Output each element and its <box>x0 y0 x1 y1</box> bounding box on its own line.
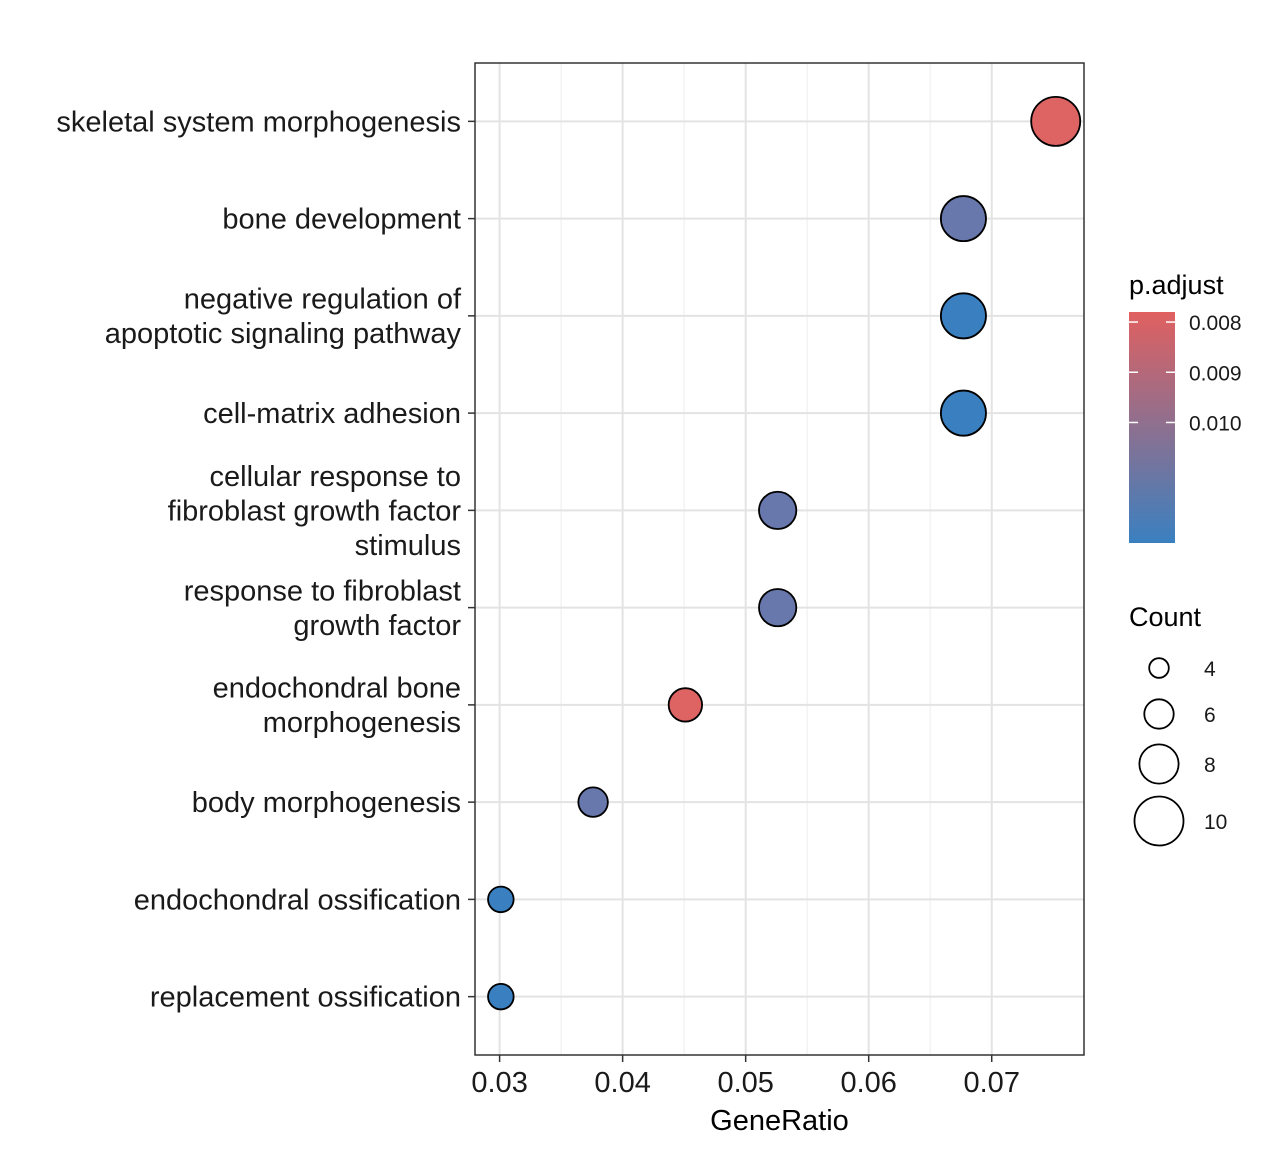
y-tick-label: response to fibroblast growth factor <box>184 575 462 642</box>
colorbar-ticks: 0.008 0.009 0.010 <box>1129 312 1242 435</box>
legend-count-label: 4 <box>1204 658 1216 681</box>
y-tick-label: cell-matrix adhesion <box>203 398 461 430</box>
data-point <box>667 687 703 723</box>
data-point <box>487 982 515 1011</box>
legend-count-circle <box>1148 657 1170 679</box>
data-point <box>1030 95 1082 147</box>
legend-count-label: 8 <box>1204 754 1216 777</box>
y-tick-label: negative regulation of apoptotic signalin… <box>105 284 462 351</box>
legend-count-title: Count <box>1129 602 1202 632</box>
data-point <box>939 389 987 437</box>
data-point <box>577 786 609 818</box>
data-point <box>758 490 798 530</box>
plot-panel-border <box>474 62 1085 1056</box>
data-point <box>758 588 798 628</box>
legend-count-label: 10 <box>1204 811 1227 834</box>
grid-lines <box>475 63 1084 1055</box>
y-tick-label: endochondral ossification <box>134 884 461 916</box>
y-tick-label: body morphogenesis <box>192 787 461 819</box>
colorbar-tick-label: 0.009 <box>1189 362 1242 385</box>
legend-p-adjust-title: p.adjust <box>1129 270 1224 300</box>
legend-count-entries: 4 6 8 10 <box>1133 657 1227 847</box>
legend-count-circle <box>1138 743 1180 785</box>
data-point <box>487 885 515 914</box>
colorbar-tick-label: 0.010 <box>1189 412 1242 435</box>
data-points <box>487 95 1082 1011</box>
x-tick-label: 0.05 <box>717 1067 773 1099</box>
y-tick-label: bone development <box>222 204 461 236</box>
y-tick-label: cellular response to fibroblast growth fa… <box>168 461 462 562</box>
y-tick-label: skeletal system morphogenesis <box>56 106 461 138</box>
x-axis-title: GeneRatio <box>710 1105 849 1137</box>
y-tick-label: replacement ossification <box>150 982 461 1014</box>
x-tick-label: 0.04 <box>594 1067 650 1099</box>
data-point <box>939 195 987 243</box>
legend-count-circle <box>1133 795 1185 847</box>
legend-count-circle <box>1143 698 1175 730</box>
x-axis: 0.03 0.04 0.05 0.06 0.07 <box>471 1055 1020 1099</box>
x-tick-label: 0.03 <box>471 1067 527 1099</box>
legend-p-adjust: p.adjust 0.008 0.009 0.010 <box>1129 270 1242 543</box>
data-point <box>939 292 987 340</box>
y-axis: skeletal system morphogenesis bone develo… <box>56 106 475 1014</box>
x-tick-label: 0.07 <box>964 1067 1020 1099</box>
y-tick-label: endochondral bone morphogenesis <box>213 673 461 740</box>
legend-count: Count 4 6 8 10 <box>1129 602 1227 847</box>
colorbar-tick-label: 0.008 <box>1189 312 1242 335</box>
x-tick-label: 0.06 <box>840 1067 896 1099</box>
colorbar <box>1129 312 1175 543</box>
legend-count-label: 6 <box>1204 704 1216 727</box>
